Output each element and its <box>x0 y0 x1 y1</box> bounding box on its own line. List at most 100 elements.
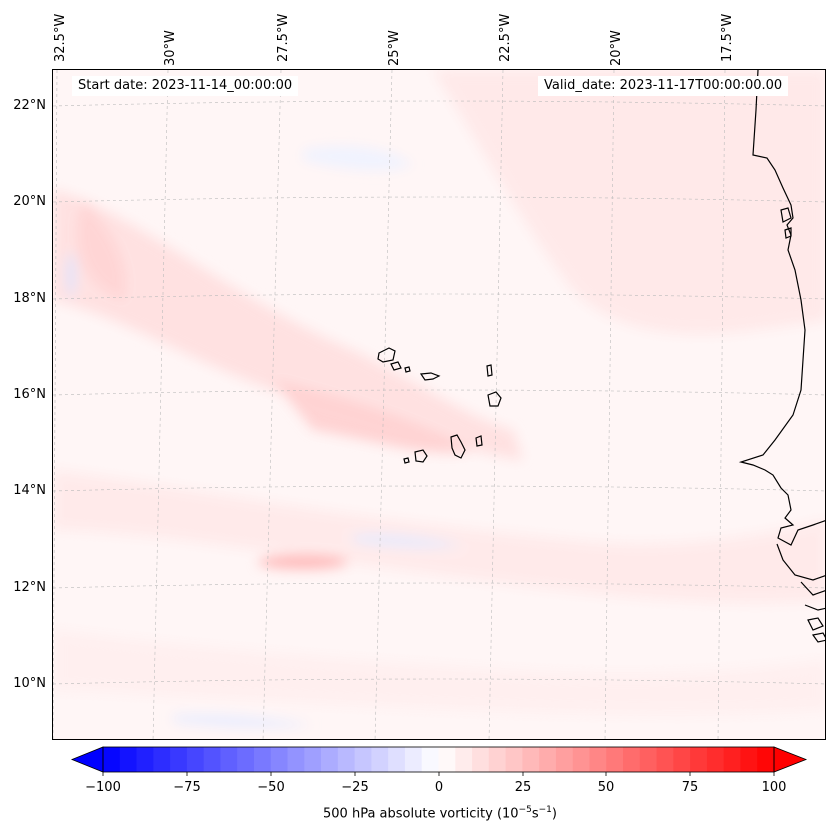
colorbar-tick-marks <box>102 772 775 776</box>
colorbar-level <box>321 747 339 772</box>
lon-label-22-5w: 22.5°W <box>498 13 513 62</box>
colorbar-level <box>690 747 708 772</box>
vorticity-field <box>53 70 825 728</box>
colorbar-level <box>539 747 557 772</box>
island-sao-vicente <box>390 361 402 371</box>
africa-coastline <box>776 543 825 581</box>
colorbar-level <box>388 747 406 772</box>
colorbar-level <box>186 747 205 772</box>
colorbar-levels <box>103 747 775 772</box>
colorbar-level <box>304 747 322 772</box>
colorbar-title-mid: s <box>531 806 539 822</box>
negative-vorticity-patch <box>303 145 413 171</box>
colorbar-level <box>371 747 389 772</box>
parallel-line <box>53 582 825 589</box>
island-boa-vista <box>487 391 502 407</box>
colorbar-level <box>421 747 439 772</box>
lon-label-30w: 30°W <box>163 30 178 66</box>
meridian-line <box>717 70 726 739</box>
island-sao-nicolau <box>419 372 441 381</box>
meridian-line <box>488 70 504 739</box>
colorbar-level <box>522 747 540 772</box>
colorbar-level <box>656 747 674 772</box>
lat-label-16n: 16°N <box>13 387 46 402</box>
island-sal <box>486 364 493 377</box>
bijagos-islands <box>807 617 824 631</box>
colorbar-title-exp1: −5 <box>518 805 532 815</box>
colorbar-level <box>706 747 725 772</box>
colorbar-level <box>438 747 456 772</box>
parallel-line <box>53 100 825 107</box>
africa-coastline <box>738 70 825 546</box>
colorbar-tick-label: 50 <box>597 780 615 795</box>
colorbar-tick-label: 0 <box>434 780 444 795</box>
colorbar-tick-label: −25 <box>341 780 369 795</box>
colorbar-level <box>555 747 574 772</box>
island-maio <box>475 435 483 447</box>
canary-coast-islets <box>784 227 792 239</box>
colorbar-tick-label: 100 <box>761 780 787 795</box>
positive-vorticity-band <box>433 70 825 334</box>
lon-label-32-5w: 32.5°W <box>53 13 68 62</box>
lat-label-22n: 22°N <box>13 98 46 113</box>
colorbar-level <box>606 747 624 772</box>
start-date-label: Start date: 2023-11-14_00:00:00 <box>72 76 299 96</box>
positive-vorticity-band <box>273 380 473 453</box>
africa-coastline <box>800 581 825 596</box>
colorbar-svg <box>70 746 808 776</box>
lat-label-18n: 18°N <box>13 291 46 306</box>
colorbar-title-main: 500 hPa absolute vorticity (10 <box>323 806 519 822</box>
colorbar-level <box>757 747 775 772</box>
colorbar-level <box>488 747 506 772</box>
vorticity-map[interactable] <box>52 69 826 740</box>
meridian-line <box>374 70 393 739</box>
map-canvas <box>53 70 825 739</box>
positive-vorticity-band <box>53 630 825 715</box>
canary-coast-islets <box>780 207 792 223</box>
bijagos-islands <box>811 632 825 643</box>
colorbar-level <box>472 747 490 772</box>
colorbar-level <box>455 747 473 772</box>
colorbar-tick-label: −50 <box>257 780 285 795</box>
colorbar-title: 500 hPa absolute vorticity (10−5s−1) <box>323 805 557 821</box>
colorbar-level <box>572 747 590 772</box>
meridian-line <box>604 70 615 739</box>
colorbar-outline <box>102 746 775 773</box>
coastlines <box>377 70 825 643</box>
lon-label-27-5w: 27.5°W <box>276 13 291 62</box>
colorbar-title-exp2: −1 <box>538 805 552 815</box>
colorbar-level <box>623 747 641 772</box>
parallel-line <box>53 389 825 396</box>
negative-vorticity-patch <box>353 534 463 548</box>
colorbar-level <box>404 747 423 772</box>
colorbar-level <box>170 747 188 772</box>
island-santa-luzia <box>404 366 411 373</box>
graticule <box>53 70 825 739</box>
parallel-line <box>53 485 825 492</box>
colorbar-level <box>740 747 758 772</box>
colorbar-level <box>220 747 238 772</box>
colorbar-tick-label: −75 <box>173 780 201 795</box>
island-santo-antao <box>377 347 396 363</box>
negative-vorticity-patch <box>66 253 76 297</box>
meridian-line <box>152 70 169 739</box>
colorbar-level <box>136 747 154 772</box>
colorbar-level <box>639 747 657 772</box>
meridian-line <box>53 70 58 739</box>
colorbar-level <box>253 747 272 772</box>
parallel-line <box>53 293 825 300</box>
colorbar-level <box>153 747 171 772</box>
meridian-line <box>262 70 282 739</box>
colorbar-level <box>103 747 121 772</box>
parallel-line <box>53 196 825 203</box>
lat-label-10n: 10°N <box>13 676 46 691</box>
parallel-line <box>53 678 825 685</box>
positive-vorticity-band <box>53 470 825 603</box>
colorbar-level <box>203 747 221 772</box>
lat-label-14n: 14°N <box>13 483 46 498</box>
lat-label-12n: 12°N <box>13 580 46 595</box>
lon-label-17-5w: 17.5°W <box>720 13 735 62</box>
island-santiago <box>450 434 466 459</box>
positive-vorticity-max <box>258 555 348 569</box>
colorbar-tick-label: 75 <box>681 780 699 795</box>
